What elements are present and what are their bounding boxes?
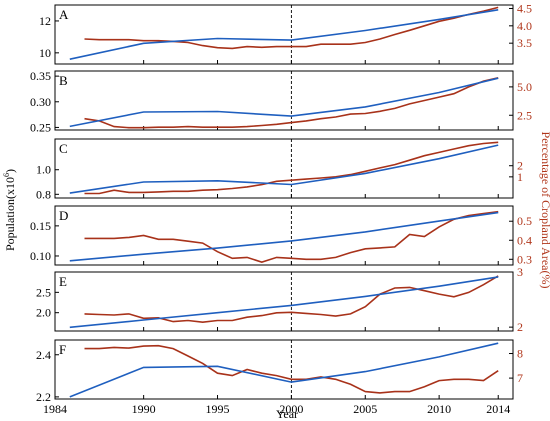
cropland-series-line — [84, 6, 499, 50]
left-tick-label: 2.4 — [36, 348, 51, 362]
right-tick-label: 4.5 — [517, 1, 532, 15]
left-tick-label: 0.25 — [30, 120, 51, 134]
panel-frame — [54, 339, 514, 400]
x-tick-label: 2014 — [486, 402, 510, 416]
panel-f: 2.2 2.4 7 8 F — [36, 339, 523, 404]
right-tick-label: 5.0 — [517, 80, 532, 94]
panel-label: B — [59, 73, 68, 88]
left-tick-label: 2.0 — [36, 306, 51, 320]
right-tick-label: 4.0 — [517, 19, 532, 33]
panel-c: 0.8 1.0 12 C — [36, 138, 523, 201]
x-tick-label: 2005 — [353, 402, 377, 416]
y-axis-label-left: Population(x106) — [2, 169, 17, 251]
right-tick-label: 0.4 — [517, 233, 532, 247]
x-tick-label: 2000 — [279, 402, 303, 416]
x-axis: 1984 1990 1995 2000 2005 2010 2014 — [43, 402, 510, 416]
panel-frame — [54, 70, 514, 131]
right-tick-label: 2.5 — [517, 108, 532, 122]
left-tick-label: 0.10 — [30, 249, 51, 263]
right-tick-label: 3.5 — [517, 36, 532, 50]
population-series-line — [69, 342, 499, 398]
population-series-line — [69, 211, 499, 262]
population-series-line — [69, 276, 499, 329]
panel-label: F — [59, 342, 66, 357]
right-tick-label: 0.3 — [517, 252, 532, 266]
panels-group: 10123.54.04.5A0.250.300.352.55.0B0.81.01… — [30, 1, 532, 403]
left-tick-label: 0.35 — [30, 69, 51, 83]
right-tick-label: 8 — [517, 347, 523, 361]
right-tick-label: 1 — [517, 170, 523, 184]
population-series-line — [69, 77, 499, 128]
left-tick-label: 2.5 — [36, 285, 51, 299]
y-axis-label-right: Percentage of Cropland Area(%) — [539, 132, 550, 289]
panel-frame — [54, 138, 514, 199]
left-tick-label: 2.2 — [36, 390, 51, 404]
left-tick-label: 0.8 — [36, 187, 51, 201]
panel-label: D — [59, 208, 68, 223]
cropland-series-line — [84, 77, 499, 129]
cropland-series-line — [84, 275, 499, 324]
cropland-series-line — [84, 344, 499, 394]
panel-e: 2.0 2.5 2 3 E — [36, 265, 523, 334]
panel-d: 0.10 0.15 0.3 0.4 0.5 D — [30, 205, 532, 266]
panel-frame — [54, 4, 514, 65]
right-tick-label: 7 — [517, 371, 523, 385]
left-tick-label: 12 — [39, 14, 51, 28]
panel-b: 0.25 0.30 0.35 2.5 5.0 B — [30, 69, 532, 134]
panel-a: 10 12 3.5 4.0 4.5 A — [39, 1, 532, 65]
cropland-series-line — [84, 141, 499, 195]
right-tick-label: 0.5 — [517, 214, 532, 228]
right-tick-label: 2 — [517, 320, 523, 334]
left-tick-label: 0.30 — [30, 95, 51, 109]
panel-label: C — [59, 141, 68, 156]
right-tick-label: 3 — [517, 265, 523, 279]
right-tick-label: 2 — [517, 159, 523, 173]
x-tick-label: 1984 — [43, 402, 67, 416]
x-tick-label: 2010 — [427, 402, 451, 416]
left-tick-label: 0.15 — [30, 219, 51, 233]
left-tick-label: 1.0 — [36, 163, 51, 177]
x-tick-label: 1995 — [206, 402, 230, 416]
population-series-line — [69, 144, 499, 194]
population-series-line — [69, 9, 499, 60]
panel-frame — [54, 271, 514, 332]
x-axis-label: Year — [276, 407, 298, 421]
x-tick-label: 1990 — [132, 402, 156, 416]
left-tick-label: 10 — [39, 46, 51, 60]
panel-frame — [54, 205, 514, 266]
panel-label: A — [59, 7, 69, 22]
panel-label: E — [59, 274, 67, 289]
cropland-series-line — [84, 210, 499, 263]
